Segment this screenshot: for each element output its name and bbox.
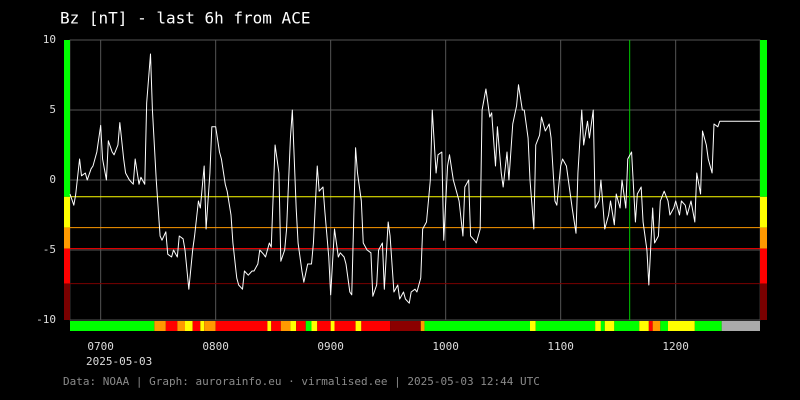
level-band	[64, 196, 70, 228]
x-tick-label: 0700	[87, 340, 114, 353]
level-band	[64, 227, 70, 249]
level-band	[64, 283, 70, 320]
status-segment	[721, 321, 760, 331]
status-segment	[204, 321, 216, 331]
y-tick-label: 0	[49, 173, 56, 186]
level-band	[64, 248, 70, 284]
status-segment	[200, 321, 205, 331]
x-tick-label: 0800	[202, 340, 229, 353]
status-segment	[361, 321, 391, 331]
status-segment	[317, 321, 331, 331]
status-segment	[530, 321, 536, 331]
level-band	[760, 40, 767, 197]
level-band	[760, 196, 767, 228]
level-band	[760, 283, 767, 320]
data-line	[69, 53, 760, 304]
y-tick-label: -10	[36, 313, 56, 326]
x-tick-label: 1100	[547, 340, 574, 353]
status-segment	[660, 321, 668, 331]
status-segment	[334, 321, 356, 331]
level-band	[760, 227, 767, 249]
status-segment	[535, 321, 596, 331]
x-tick-label: 0900	[317, 340, 344, 353]
y-tick-label: 5	[49, 103, 56, 116]
status-segment	[70, 321, 155, 331]
status-segment	[154, 321, 166, 331]
x-tick-label: 1200	[662, 340, 689, 353]
status-segment	[330, 321, 335, 331]
status-segment	[192, 321, 201, 331]
status-segment	[600, 321, 605, 331]
status-segment	[311, 321, 318, 331]
y-tick-label: -5	[43, 243, 56, 256]
status-segment	[420, 321, 425, 331]
status-segment	[280, 321, 291, 331]
status-segment	[215, 321, 268, 331]
status-segment	[177, 321, 185, 331]
status-segment	[604, 321, 615, 331]
status-segment	[271, 321, 281, 331]
status-segment	[668, 321, 695, 331]
status-segment	[614, 321, 640, 331]
status-segment	[648, 321, 653, 331]
level-band	[760, 248, 767, 284]
status-segment	[390, 321, 421, 331]
status-segment	[185, 321, 193, 331]
status-segment	[290, 321, 297, 331]
status-segment	[652, 321, 661, 331]
status-segment	[267, 321, 272, 331]
status-segment	[355, 321, 362, 331]
status-segment	[595, 321, 601, 331]
footer: Data: NOAA | Graph: aurorainfo.eu · virm…	[63, 375, 540, 388]
status-segment	[694, 321, 722, 331]
status-segment	[296, 321, 306, 331]
status-segment	[639, 321, 649, 331]
date-label: 2025-05-03	[86, 355, 152, 368]
status-segment	[305, 321, 312, 331]
status-segment	[424, 321, 530, 331]
level-band	[64, 40, 70, 197]
chart-title: Bz [nT] - last 6h from ACE	[60, 9, 310, 28]
x-tick-label: 1000	[432, 340, 459, 353]
y-tick-label: 10	[43, 33, 56, 46]
status-segment	[165, 321, 178, 331]
